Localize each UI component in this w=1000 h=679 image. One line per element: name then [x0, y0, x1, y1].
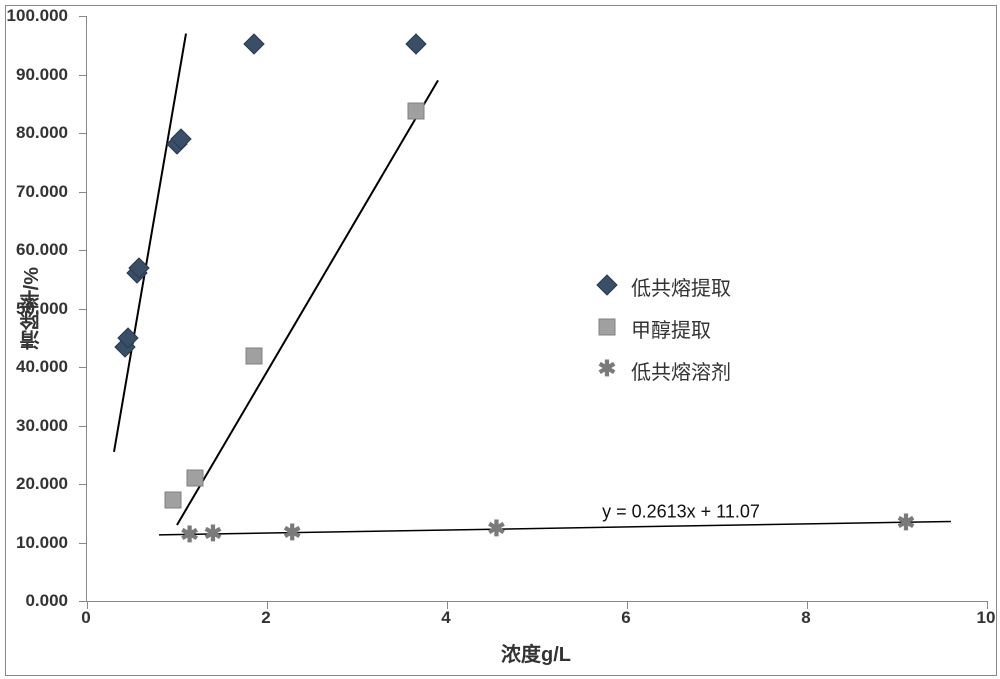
point-des_solv: ✱ [204, 523, 222, 545]
trendline-meoh [177, 80, 438, 525]
point-des_solv: ✱ [598, 358, 616, 380]
y-tick [79, 543, 87, 544]
legend-label: 甲醇提取 [631, 314, 711, 343]
y-tick [79, 367, 87, 368]
y-tick-label: 80.000 [0, 123, 68, 143]
y-tick-label: 30.000 [0, 416, 68, 436]
point-des_solv: ✱ [180, 524, 198, 546]
x-axis-title: 浓度g/L [86, 638, 986, 667]
y-tick [79, 426, 87, 427]
x-tick-label: 4 [441, 608, 450, 628]
y-tick [79, 192, 87, 193]
x-axis-labels: 0246810 [86, 608, 986, 630]
y-tick-label: 0.000 [0, 591, 68, 611]
trend-lines [87, 16, 987, 601]
point-des_solv: ✱ [283, 522, 301, 544]
y-tick-label: 10.000 [0, 533, 68, 553]
x-tick-label: 10 [977, 608, 996, 628]
legend-label: 低共熔提取 [631, 272, 731, 301]
point-des_solv: ✱ [897, 512, 915, 534]
y-tick-label: 70.000 [0, 182, 68, 202]
trendline-des_ext [114, 34, 186, 452]
x-tick-label: 0 [81, 608, 90, 628]
point-meoh [187, 470, 204, 487]
point-meoh [599, 319, 616, 336]
y-tick-label: 100.000 [0, 6, 68, 26]
y-tick [79, 133, 87, 134]
legend-label: 低共熔溶剂 [631, 356, 731, 385]
x-tick-label: 8 [801, 608, 810, 628]
y-tick [79, 250, 87, 251]
y-tick-label: 90.000 [0, 65, 68, 85]
point-des_solv: ✱ [487, 518, 505, 540]
point-meoh [407, 102, 424, 119]
y-tick [79, 309, 87, 310]
y-tick [79, 484, 87, 485]
point-meoh [245, 348, 262, 365]
y-tick-label: 40.000 [0, 357, 68, 377]
y-tick [79, 75, 87, 76]
x-tick-label: 6 [621, 608, 630, 628]
trendline-des_solv [159, 521, 951, 534]
y-tick-label: 20.000 [0, 474, 68, 494]
plot-area: ✱ ✱ ✱ ✱ ✱ 低共熔提取甲醇提取 ✱ 低共熔溶剂 y = 0.2613x + 11.07 [86, 16, 987, 602]
y-tick-label: 60.000 [0, 240, 68, 260]
equation-label: y = 0.2613x + 11.07 [602, 502, 760, 523]
y-tick [79, 16, 87, 17]
y-tick-label: 50.000 [0, 299, 68, 319]
chart-container: ✱✱✱✱✱低共熔提取甲醇提取✱低共熔溶剂y = 0.2613x + 11.07 … [5, 5, 997, 676]
point-meoh [164, 491, 181, 508]
x-tick-label: 2 [261, 608, 270, 628]
y-tick [79, 601, 87, 602]
